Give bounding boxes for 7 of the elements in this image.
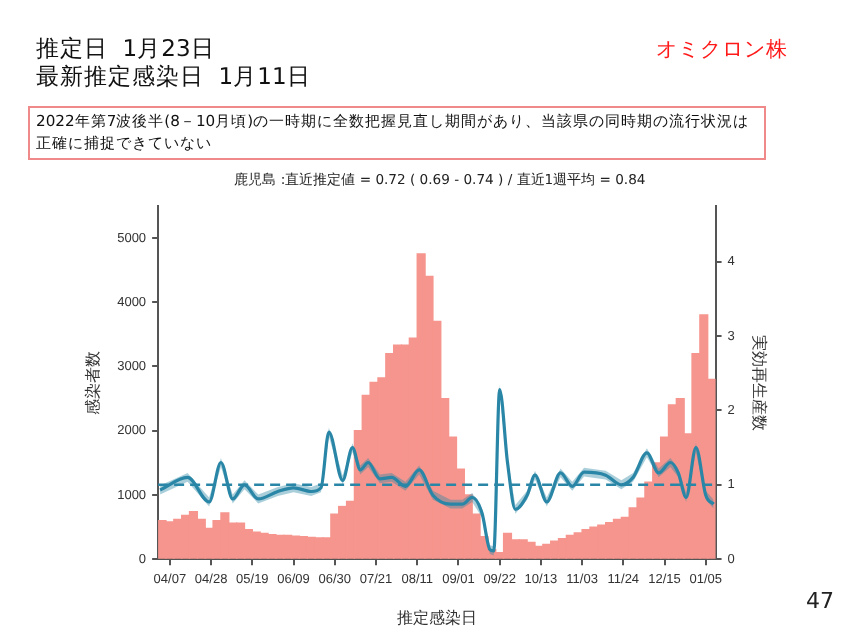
text: 47 (806, 588, 834, 614)
chart-subtitle: 最新推定感染日 1月11日 (36, 62, 311, 92)
y-axis-title: 感染者数 (83, 350, 102, 415)
chart-title: 推定日 1月23日 (36, 34, 215, 64)
x-axis-title: 推定感染日 (396, 608, 477, 627)
y2-axis-title: 実効再生産数 (750, 334, 769, 431)
text: オミクロン株 (656, 36, 788, 64)
